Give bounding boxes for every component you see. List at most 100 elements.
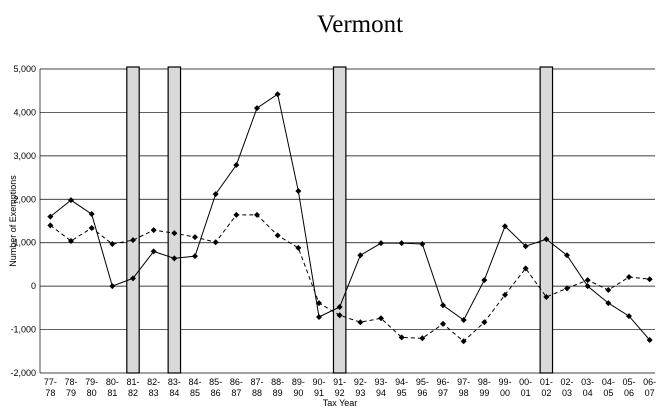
data-point — [378, 240, 384, 247]
y-tick-label: 5,000 — [13, 64, 36, 74]
series-line — [50, 93, 651, 341]
data-point — [295, 188, 302, 195]
y-tick-label: 1,000 — [13, 238, 36, 248]
data-point — [192, 253, 198, 260]
x-tick-label: 05-06 — [622, 377, 635, 398]
y-tick-label: 2,000 — [13, 194, 36, 204]
x-tick-label: 86-87 — [230, 377, 243, 398]
data-point — [47, 222, 54, 229]
data-point — [212, 239, 219, 246]
data-point — [88, 224, 95, 231]
data-point — [254, 105, 260, 112]
data-point — [605, 300, 612, 307]
x-tick-label: 06-07 — [643, 377, 656, 398]
data-point — [646, 336, 653, 343]
data-point — [254, 211, 260, 218]
data-point — [502, 223, 508, 230]
x-tick-label: 90-91 — [312, 377, 325, 398]
x-tick-label: 84-85 — [188, 377, 201, 398]
data-point — [419, 335, 426, 342]
data-point — [171, 255, 178, 262]
x-tick-label: 04-05 — [602, 377, 615, 398]
data-point — [398, 334, 405, 341]
x-axis-label: Tax Year — [323, 398, 358, 408]
shaded-period — [332, 66, 347, 374]
y-axis-label: Number of Exemptions — [8, 175, 18, 267]
data-point — [274, 91, 281, 98]
shaded-period — [167, 66, 182, 374]
y-tick-label: -1,000 — [10, 325, 36, 335]
data-point — [543, 236, 550, 243]
data-point — [605, 287, 612, 294]
x-tick-label: 89-90 — [292, 377, 305, 398]
x-tick-label: 80-81 — [106, 377, 119, 398]
y-tick-label: 3,000 — [13, 151, 36, 161]
data-point — [316, 313, 322, 320]
data-point — [440, 302, 446, 309]
data-point — [357, 319, 364, 326]
x-tick-label: 91-92 — [333, 377, 346, 398]
data-point — [316, 300, 322, 307]
data-point — [68, 197, 74, 204]
x-tick-label: 92-93 — [354, 377, 367, 398]
x-tick-label: 85-86 — [209, 377, 222, 398]
x-tick-label: 98-99 — [478, 377, 491, 398]
data-point — [481, 319, 488, 326]
data-point — [481, 277, 488, 284]
x-tick-label: 03-04 — [581, 377, 594, 398]
data-point — [192, 234, 198, 241]
data-point — [233, 161, 240, 168]
data-point — [626, 313, 632, 320]
data-point — [88, 211, 95, 218]
x-tick-label: 88-89 — [271, 377, 284, 398]
x-tick-label: 99-00 — [498, 377, 511, 398]
x-tick-label: 77-78 — [44, 377, 57, 398]
data-point — [460, 338, 467, 345]
x-tick-label: 83-84 — [168, 377, 181, 398]
data-point — [68, 237, 74, 244]
x-tick-label: 82-83 — [147, 377, 160, 398]
data-point — [398, 240, 405, 247]
x-tick-label: 93-94 — [374, 377, 387, 398]
data-point — [274, 232, 281, 239]
data-point — [47, 213, 54, 220]
x-tick-label: 97-98 — [457, 377, 470, 398]
data-point — [543, 294, 550, 300]
data-point — [419, 241, 426, 248]
data-point — [646, 276, 653, 283]
data-point — [564, 252, 570, 259]
data-point — [150, 227, 157, 234]
data-point — [626, 274, 632, 281]
x-tick-label: 95-96 — [416, 377, 429, 398]
data-point — [378, 315, 384, 322]
data-point — [584, 277, 591, 284]
shaded-period — [539, 66, 554, 374]
data-point — [440, 320, 446, 327]
data-point — [130, 237, 136, 244]
x-tick-label: 78-79 — [64, 377, 77, 398]
data-point — [584, 283, 591, 290]
data-point — [522, 265, 529, 272]
data-point — [502, 291, 508, 298]
x-tick-label: 87-88 — [250, 377, 263, 398]
data-point — [336, 303, 343, 310]
y-tick-label: 4,000 — [13, 107, 36, 117]
data-point — [295, 244, 302, 251]
x-tick-label: 94-95 — [395, 377, 408, 398]
x-tick-label: 01-02 — [540, 377, 553, 398]
y-tick-label: -2,000 — [10, 368, 36, 378]
x-tick-label: 79-80 — [85, 377, 98, 398]
y-tick-label: 0 — [31, 281, 36, 291]
x-tick-label: 02-03 — [560, 377, 573, 398]
data-point — [150, 248, 157, 255]
data-point — [109, 283, 116, 290]
data-point — [460, 317, 467, 324]
x-tick-label: 00-01 — [519, 377, 532, 398]
data-point — [171, 230, 178, 237]
data-point — [564, 285, 570, 292]
x-tick-label: 81-82 — [126, 377, 139, 398]
chart-title: Vermont — [317, 11, 403, 38]
data-point — [336, 312, 343, 319]
shaded-period — [126, 66, 140, 374]
